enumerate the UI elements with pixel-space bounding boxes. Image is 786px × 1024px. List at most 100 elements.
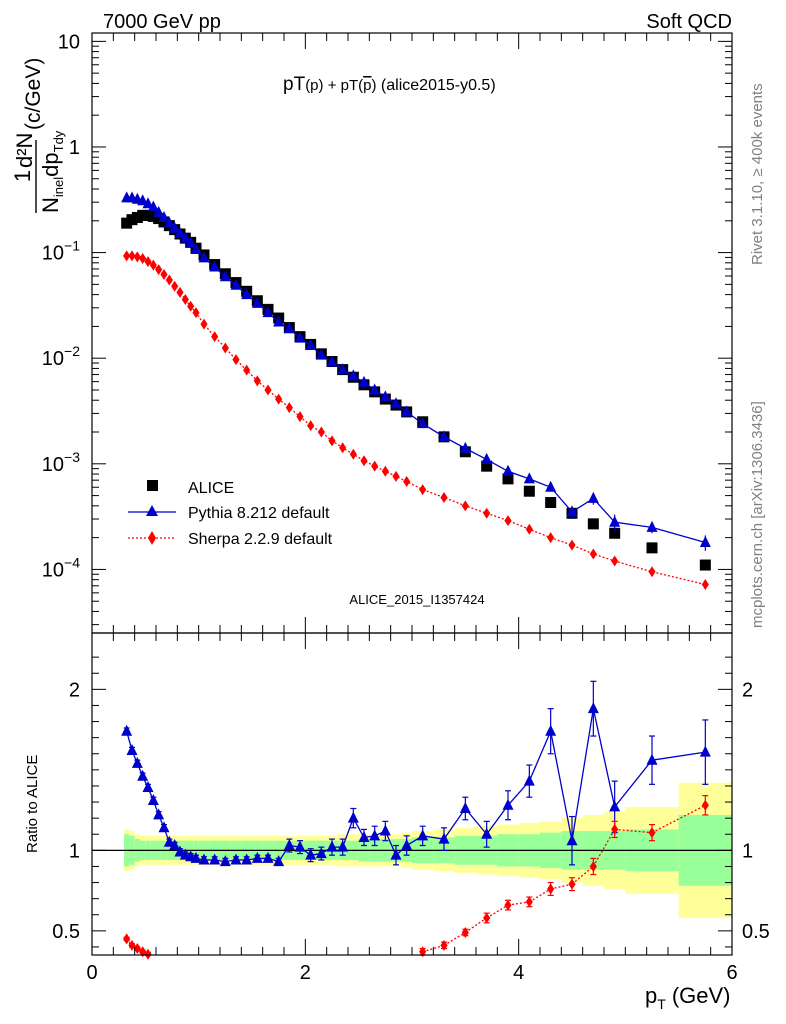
data-point <box>523 472 535 484</box>
ratio-point <box>568 878 576 890</box>
main-y-tick-label: 10−2 <box>42 343 80 370</box>
data-point <box>160 269 168 281</box>
ratio-point <box>337 840 349 852</box>
ratio-marks <box>121 680 711 960</box>
ratio-y-tick-label-right: 1 <box>742 840 753 862</box>
data-point <box>165 274 173 286</box>
ratio-point <box>547 883 555 895</box>
x-tick-label: 4 <box>513 962 524 984</box>
ratio-series-0 <box>121 680 711 867</box>
data-point <box>547 532 555 544</box>
ratio-point <box>369 829 381 841</box>
legend-label-sherpa: Sherpa 2.2.9 default <box>188 531 333 548</box>
ratio-point <box>609 800 621 812</box>
ratio-line-segment <box>528 888 552 903</box>
ratio-point <box>587 702 599 714</box>
data-point <box>481 460 493 472</box>
data-point <box>209 260 221 272</box>
title-part-f: (alice2015-y0.5) <box>376 77 495 94</box>
ylabel-one: 1 <box>10 170 35 182</box>
data-point <box>128 250 136 262</box>
data-point <box>504 515 512 527</box>
data-point <box>390 397 402 409</box>
ratio-line-segment <box>443 931 466 946</box>
data-point <box>646 542 658 554</box>
main-y-tick-label: 1 <box>69 137 80 159</box>
ratio-point <box>142 781 154 793</box>
ratio-point <box>126 744 138 756</box>
data-point <box>609 527 621 539</box>
data-point <box>360 455 368 467</box>
data-point <box>315 348 327 360</box>
data-point <box>438 430 450 442</box>
ylabel-unit: (c/GeV) <box>22 58 45 130</box>
data-point <box>568 539 576 551</box>
ratio-line-segment <box>342 817 354 848</box>
ratio-point <box>483 912 491 924</box>
data-point <box>328 435 336 447</box>
data-point <box>305 338 317 350</box>
ratio-point <box>128 939 136 951</box>
ratio-point <box>230 853 242 865</box>
series-line <box>126 255 706 586</box>
data-point <box>502 464 514 476</box>
legend: ALICE Pythia 8.212 default Sherpa 2.2.9 … <box>128 480 333 548</box>
title-part-a: pT <box>283 74 306 95</box>
data-point <box>523 485 535 497</box>
analysis-watermark: ALICE_2015_I1357424 <box>349 592 484 607</box>
ratio-line-segment <box>507 901 530 906</box>
ratio-point <box>401 839 413 851</box>
ratio-point <box>390 848 402 860</box>
ratio-point <box>523 774 535 786</box>
data-point <box>459 441 471 453</box>
data-point <box>296 411 304 423</box>
data-point <box>566 505 578 517</box>
chart-title: pT(p) + pT(p) (alice2015-y0.5) <box>283 74 496 95</box>
ratio-point <box>190 851 202 863</box>
data-point <box>144 256 152 268</box>
ratio-point <box>209 853 221 865</box>
data-point <box>190 242 202 254</box>
data-point <box>525 523 533 535</box>
ylabel-denominator: NineldpTdy <box>38 130 66 213</box>
category-label: Soft QCD <box>646 11 732 33</box>
ratio-point <box>153 808 165 820</box>
data-point <box>609 515 621 527</box>
ratio-line-segment <box>422 835 445 840</box>
data-point <box>337 363 349 375</box>
data-point <box>646 520 658 532</box>
data-point <box>502 473 514 485</box>
ratio-line-segment <box>443 808 466 840</box>
x-axis-label-unit: (GeV) <box>672 983 731 1008</box>
data-point <box>176 286 184 298</box>
ratio-line-segment <box>464 917 488 933</box>
ratio-y-tick-label-right: 2 <box>742 679 753 701</box>
data-point <box>545 480 557 492</box>
ratio-point <box>358 830 370 842</box>
ratio-point <box>566 834 578 846</box>
data-point <box>440 491 448 503</box>
ratio-point <box>147 793 159 805</box>
data-point <box>243 364 251 376</box>
legend-label-pythia: Pythia 8.212 default <box>188 505 330 522</box>
data-point <box>369 383 381 395</box>
ratio-line-segment <box>486 804 509 835</box>
ratio-line-segment <box>571 708 594 841</box>
data-point <box>142 197 154 209</box>
main-marks <box>121 191 711 590</box>
ratio-point <box>169 839 181 851</box>
ratio-point <box>198 853 210 865</box>
rivet-label: Rivet 3.1.10, ≥ 400k events <box>749 83 766 265</box>
x-tick-label: 0 <box>86 962 97 984</box>
legend-item-sherpa: Sherpa 2.2.9 default <box>128 531 333 548</box>
data-point <box>648 566 656 578</box>
data-point <box>155 264 163 276</box>
data-point <box>273 315 285 327</box>
ratio-point <box>163 835 175 847</box>
ratio-point <box>525 896 533 908</box>
legend-marker-sherpa <box>148 531 156 545</box>
data-point <box>589 548 597 560</box>
ratio-point <box>379 824 391 836</box>
data-point <box>133 251 141 263</box>
